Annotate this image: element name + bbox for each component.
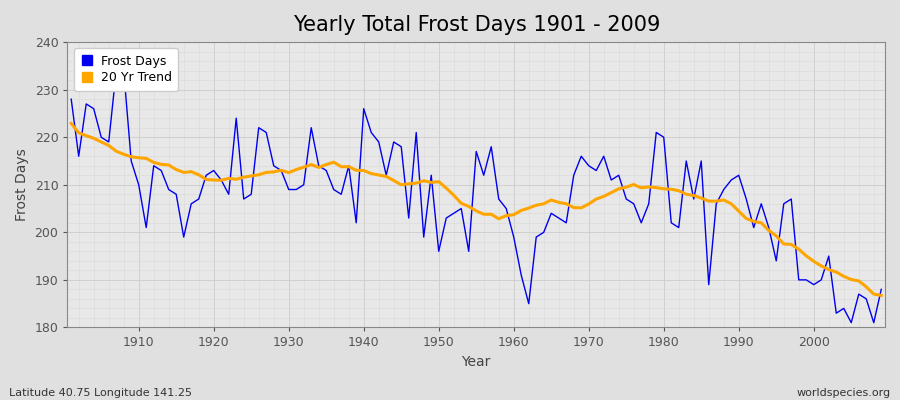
20 Yr Trend xyxy=(291,167,302,172)
20 Yr Trend xyxy=(876,293,886,298)
Legend: Frost Days, 20 Yr Trend: Frost Days, 20 Yr Trend xyxy=(74,48,178,91)
Title: Yearly Total Frost Days 1901 - 2009: Yearly Total Frost Days 1901 - 2009 xyxy=(292,15,660,35)
Frost Days xyxy=(133,182,144,187)
Frost Days xyxy=(508,235,519,240)
Frost Days xyxy=(343,163,354,168)
20 Yr Trend xyxy=(336,164,346,169)
Text: Latitude 40.75 Longitude 141.25: Latitude 40.75 Longitude 141.25 xyxy=(9,388,192,398)
Frost Days xyxy=(606,178,616,182)
20 Yr Trend xyxy=(598,194,609,199)
Line: Frost Days: Frost Days xyxy=(71,71,881,323)
Frost Days xyxy=(516,273,526,278)
Frost Days xyxy=(66,97,77,102)
Frost Days xyxy=(846,320,857,325)
Frost Days xyxy=(298,182,309,187)
20 Yr Trend xyxy=(508,212,519,217)
Line: 20 Yr Trend: 20 Yr Trend xyxy=(71,124,881,296)
20 Yr Trend xyxy=(126,154,137,159)
X-axis label: Year: Year xyxy=(462,355,490,369)
20 Yr Trend xyxy=(66,121,77,126)
Frost Days xyxy=(111,68,122,73)
Y-axis label: Frost Days: Frost Days xyxy=(15,148,29,221)
Text: worldspecies.org: worldspecies.org xyxy=(796,388,891,398)
20 Yr Trend xyxy=(500,213,511,218)
Frost Days xyxy=(876,287,886,292)
